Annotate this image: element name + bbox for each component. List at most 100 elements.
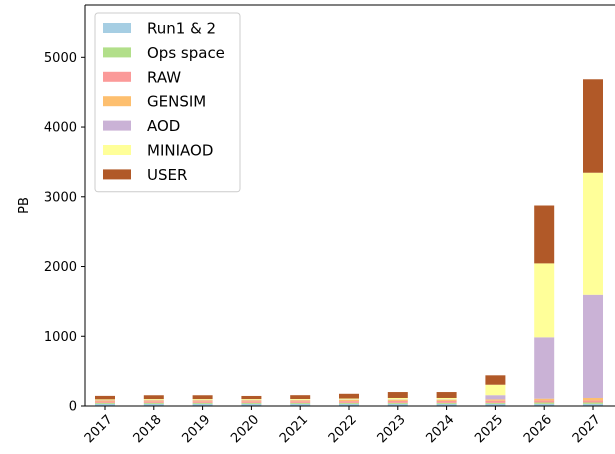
legend-box [94,12,241,193]
bar-2017-series-2 [95,401,115,403]
bar-2019-series-2 [192,401,213,403]
legend-label-6: USER [147,166,187,184]
bar-2023-series-0 [387,403,408,406]
bar-2025-series-3 [485,399,506,401]
bar-2024-series-5 [436,397,457,400]
bar-2023-series-1 [387,402,408,404]
legend-label-3: GENSIM [147,93,206,111]
y-tick-label-2000: 2000 [44,260,77,275]
bar-2021-series-0 [290,403,311,406]
bar-2024-series-3 [436,399,457,401]
x-tick-label-2025: 2025 [472,412,506,446]
bar-2021-series-6 [290,395,311,400]
bar-2020-series-1 [241,402,262,404]
bars-layer [95,79,603,406]
bar-2017-series-0 [95,403,115,406]
x-tick-label-2020: 2020 [228,412,262,446]
legend-label-5: MINIAOD [147,142,213,160]
bar-2025-series-2 [485,400,506,403]
legend-swatch-4 [103,120,131,131]
x-tick-label-2024: 2024 [423,412,457,446]
bar-2022-series-5 [339,398,359,400]
bar-2025-series-5 [485,384,506,396]
bar-2026-series-0 [534,403,555,406]
legend-swatch-1 [103,47,131,58]
bar-2017-series-6 [95,395,115,400]
y-axis-label: PB [17,197,32,214]
bar-2025-series-0 [485,403,506,406]
bar-2019-series-6 [192,395,213,400]
bar-2018-series-5 [143,399,164,400]
x-tick-label-2021: 2021 [277,412,311,446]
bar-2021-series-5 [290,399,311,400]
legend: Run1 & 2 Ops space RAW GENSIM AOD MINIAOD USER [94,12,241,193]
legend-swatch-5 [103,145,131,155]
bar-2023-series-3 [387,399,408,401]
legend-label-2: RAW [147,68,181,86]
bar-2018-series-2 [143,401,164,403]
bar-2026-series-6 [534,205,555,264]
bar-2027-series-3 [583,397,603,401]
y-tick-label-5000: 5000 [44,51,77,66]
bar-2018-series-0 [143,403,164,406]
legend-label-1: Ops space [147,44,225,62]
legend-label-0: Run1 & 2 [147,20,216,38]
y-tick-label-4000: 4000 [44,121,77,136]
x-tick-label-2018: 2018 [131,412,165,446]
bar-2020-series-2 [241,401,262,403]
x-tick-label-2019: 2019 [179,412,213,446]
bar-2019-series-3 [192,400,213,402]
legend-swatch-6 [103,169,131,180]
bar-2022-series-6 [339,393,359,399]
y-tick-label-1000: 1000 [44,330,77,345]
bar-2026-series-4 [534,337,555,399]
bar-2026-series-2 [534,400,555,403]
bar-2020-series-0 [241,403,262,406]
bar-2021-series-1 [290,402,311,404]
bar-2017-series-5 [95,399,115,401]
bar-2019-series-1 [192,402,213,404]
bar-2019-series-0 [192,403,213,406]
bar-2020-series-5 [241,399,262,400]
bar-2027-series-4 [583,294,603,398]
x-tick-label-2026: 2026 [521,412,555,446]
bar-2018-series-3 [143,400,164,402]
legend-label-4: AOD [147,117,180,135]
legend-swatch-0 [103,23,131,33]
bar-2019-series-5 [192,399,213,400]
bar-2022-series-1 [339,402,359,404]
bar-2024-series-0 [436,403,457,406]
bar-2024-series-2 [436,400,457,403]
bar-2021-series-3 [290,400,311,402]
x-tick-label-2022: 2022 [326,412,360,446]
bar-2017-series-1 [95,402,115,404]
bar-2023-series-5 [387,397,408,400]
bar-2025-series-1 [485,402,506,404]
bar-2027-series-0 [583,403,603,406]
y-tick-label-3000: 3000 [44,190,77,205]
bar-2022-series-0 [339,403,359,406]
bar-2022-series-2 [339,401,359,403]
bar-2025-series-4 [485,395,506,400]
bar-2022-series-3 [339,399,359,402]
bar-2025-series-6 [485,375,506,385]
bar-2023-series-6 [387,392,408,398]
x-tick-label-2027: 2027 [570,412,604,446]
x-tick-label-2023: 2023 [375,412,409,446]
bar-2027-series-6 [583,79,603,173]
bar-2023-series-2 [387,400,408,403]
bar-2021-series-2 [290,401,311,403]
bar-2027-series-2 [583,400,603,403]
legend-swatch-3 [103,96,131,107]
bar-2026-series-3 [534,398,555,401]
bar-2024-series-6 [436,392,457,398]
bar-2018-series-6 [143,395,164,400]
bar-2017-series-3 [95,400,115,402]
bar-2026-series-1 [534,402,555,404]
bar-2024-series-1 [436,402,457,404]
y-tick-label-0: 0 [69,400,77,415]
bar-2018-series-1 [143,402,164,404]
x-tick-label-2017: 2017 [82,412,116,446]
bar-2027-series-5 [583,172,603,295]
